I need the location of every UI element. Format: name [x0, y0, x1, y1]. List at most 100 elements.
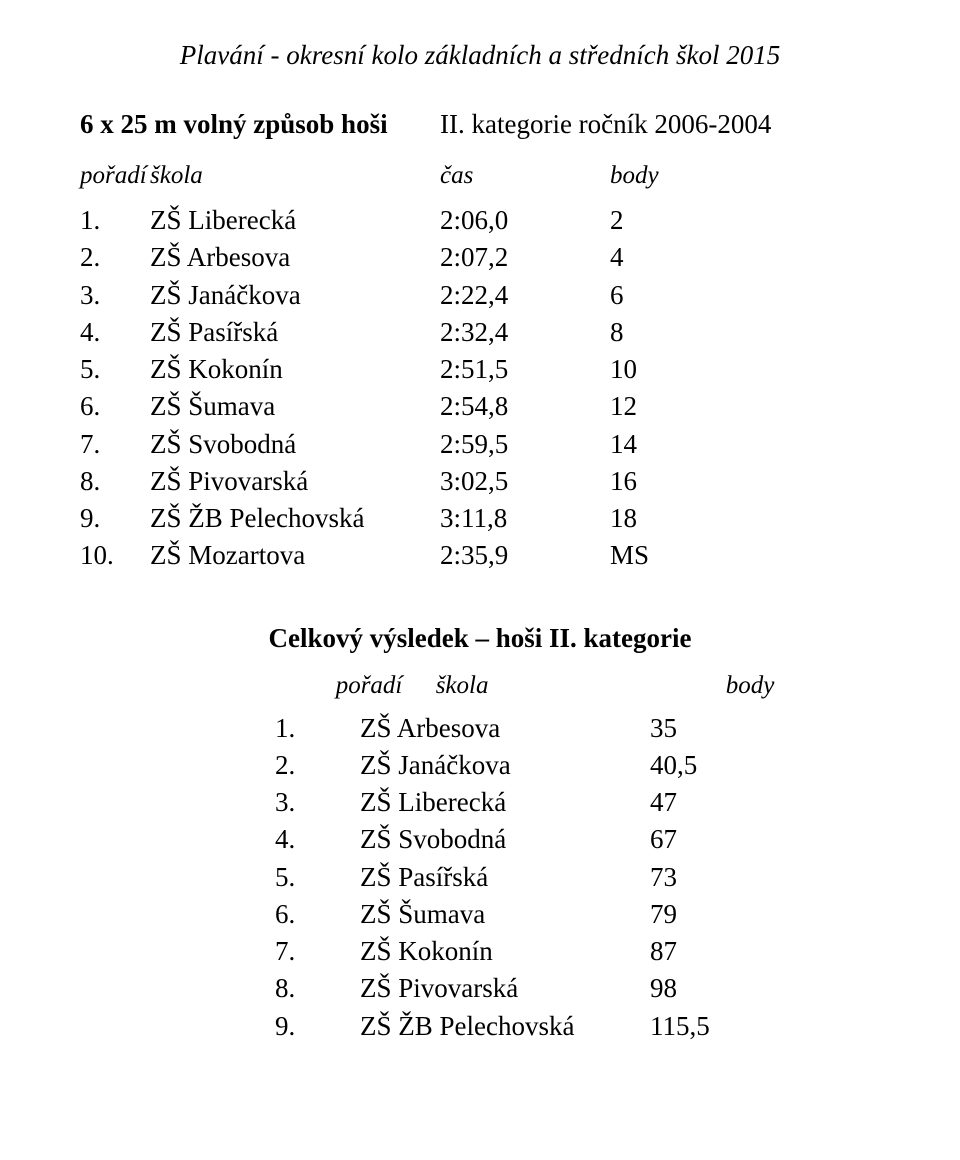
- cell-points: 10: [610, 351, 637, 388]
- table-row: 8. ZŠ Pivovarská 98: [80, 970, 880, 1007]
- document-title: Plavání - okresní kolo základních a stře…: [80, 40, 880, 71]
- cell-school: ZŠ Janáčkova: [360, 747, 650, 784]
- results-column-headers: pořadí škola čas body: [80, 162, 880, 190]
- event-heading-row: 6 x 25 m volný způsob hoši II. kategorie…: [80, 109, 880, 140]
- table-row: 10. ZŠ Mozartova 2:35,9 MS: [80, 537, 880, 574]
- cell-time: 2:07,2: [440, 239, 610, 276]
- cell-points: MS: [610, 537, 649, 574]
- table-row: 9. ZŠ ŽB Pelechovská 3:11,8 18: [80, 500, 880, 537]
- cell-points: 6: [610, 277, 624, 314]
- table-row: 2. ZŠ Janáčkova 40,5: [80, 747, 880, 784]
- cell-school: ZŠ Arbesova: [360, 710, 650, 747]
- cell-school: ZŠ Pivovarská: [150, 463, 440, 500]
- cell-time: 2:32,4: [440, 314, 610, 351]
- cell-time: 2:22,4: [440, 277, 610, 314]
- table-row: 9. ZŠ ŽB Pelechovská 115,5: [80, 1008, 880, 1045]
- table-row: 2. ZŠ Arbesova 2:07,2 4: [80, 239, 880, 276]
- document-page: Plavání - okresní kolo základních a stře…: [0, 0, 960, 1105]
- event-name: 6 x 25 m volný způsob hoši: [80, 109, 440, 140]
- cell-school: ZŠ Pasířská: [360, 859, 650, 896]
- cell-rank: 7.: [80, 426, 150, 463]
- header-time: čas: [440, 162, 610, 190]
- header-points: body: [610, 162, 659, 190]
- cell-points: 12: [610, 388, 637, 425]
- cell-points: 4: [610, 239, 624, 276]
- cell-school: ZŠ Svobodná: [150, 426, 440, 463]
- table-row: 5. ZŠ Kokonín 2:51,5 10: [80, 351, 880, 388]
- cell-points: 67: [650, 821, 677, 858]
- cell-points: 14: [610, 426, 637, 463]
- cell-points: 87: [650, 933, 677, 970]
- cell-school: ZŠ Šumava: [150, 388, 440, 425]
- cell-points: 35: [650, 710, 677, 747]
- cell-school: ZŠ Mozartova: [150, 537, 440, 574]
- cell-points: 98: [650, 970, 677, 1007]
- cell-time: 2:54,8: [440, 388, 610, 425]
- table-row: 3. ZŠ Liberecká 47: [80, 784, 880, 821]
- cell-points: 47: [650, 784, 677, 821]
- summary-header-points: body: [726, 672, 775, 700]
- cell-rank: 8.: [80, 970, 360, 1007]
- summary-header-rank: pořadí: [186, 672, 436, 700]
- header-school: škola: [150, 162, 440, 190]
- cell-rank: 1.: [80, 710, 360, 747]
- cell-points: 115,5: [650, 1008, 710, 1045]
- summary-header-school: škola: [436, 672, 726, 700]
- cell-points: 2: [610, 202, 624, 239]
- cell-points: 8: [610, 314, 624, 351]
- cell-school: ZŠ Svobodná: [360, 821, 650, 858]
- table-row: 6. ZŠ Šumava 79: [80, 896, 880, 933]
- cell-rank: 2.: [80, 747, 360, 784]
- cell-rank: 6.: [80, 896, 360, 933]
- table-row: 6. ZŠ Šumava 2:54,8 12: [80, 388, 880, 425]
- cell-school: ZŠ Pasířská: [150, 314, 440, 351]
- cell-school: ZŠ Kokonín: [150, 351, 440, 388]
- cell-rank: 2.: [80, 239, 150, 276]
- cell-points: 79: [650, 896, 677, 933]
- cell-rank: 5.: [80, 351, 150, 388]
- cell-time: 2:06,0: [440, 202, 610, 239]
- cell-rank: 10.: [80, 537, 150, 574]
- results-table: 1. ZŠ Liberecká 2:06,0 2 2. ZŠ Arbesova …: [80, 202, 880, 575]
- cell-school: ZŠ Liberecká: [150, 202, 440, 239]
- cell-school: ZŠ ŽB Pelechovská: [360, 1008, 650, 1045]
- cell-school: ZŠ ŽB Pelechovská: [150, 500, 440, 537]
- cell-rank: 3.: [80, 784, 360, 821]
- cell-school: ZŠ Šumava: [360, 896, 650, 933]
- cell-rank: 1.: [80, 202, 150, 239]
- cell-rank: 9.: [80, 500, 150, 537]
- cell-time: 3:11,8: [440, 500, 610, 537]
- table-row: 8. ZŠ Pivovarská 3:02,5 16: [80, 463, 880, 500]
- table-row: 5. ZŠ Pasířská 73: [80, 859, 880, 896]
- cell-rank: 4.: [80, 314, 150, 351]
- cell-school: ZŠ Liberecká: [360, 784, 650, 821]
- table-row: 4. ZŠ Pasířská 2:32,4 8: [80, 314, 880, 351]
- cell-rank: 9.: [80, 1008, 360, 1045]
- summary-table: 1. ZŠ Arbesova 35 2. ZŠ Janáčkova 40,5 3…: [80, 710, 880, 1045]
- summary-title: Celkový výsledek – hoši II. kategorie: [80, 623, 880, 654]
- cell-rank: 3.: [80, 277, 150, 314]
- cell-points: 73: [650, 859, 677, 896]
- cell-rank: 4.: [80, 821, 360, 858]
- cell-rank: 5.: [80, 859, 360, 896]
- cell-school: ZŠ Kokonín: [360, 933, 650, 970]
- cell-points: 40,5: [650, 747, 697, 784]
- table-row: 7. ZŠ Kokonín 87: [80, 933, 880, 970]
- cell-time: 2:35,9: [440, 537, 610, 574]
- cell-school: ZŠ Pivovarská: [360, 970, 650, 1007]
- table-row: 1. ZŠ Liberecká 2:06,0 2: [80, 202, 880, 239]
- table-row: 3. ZŠ Janáčkova 2:22,4 6: [80, 277, 880, 314]
- table-row: 1. ZŠ Arbesova 35: [80, 710, 880, 747]
- cell-time: 3:02,5: [440, 463, 610, 500]
- cell-points: 18: [610, 500, 637, 537]
- summary-column-headers: pořadí škola body: [80, 672, 880, 700]
- table-row: 4. ZŠ Svobodná 67: [80, 821, 880, 858]
- cell-rank: 6.: [80, 388, 150, 425]
- cell-time: 2:51,5: [440, 351, 610, 388]
- cell-school: ZŠ Arbesova: [150, 239, 440, 276]
- cell-rank: 8.: [80, 463, 150, 500]
- event-category: II. kategorie ročník 2006-2004: [440, 109, 771, 140]
- header-rank: pořadí: [80, 162, 150, 190]
- table-row: 7. ZŠ Svobodná 2:59,5 14: [80, 426, 880, 463]
- cell-time: 2:59,5: [440, 426, 610, 463]
